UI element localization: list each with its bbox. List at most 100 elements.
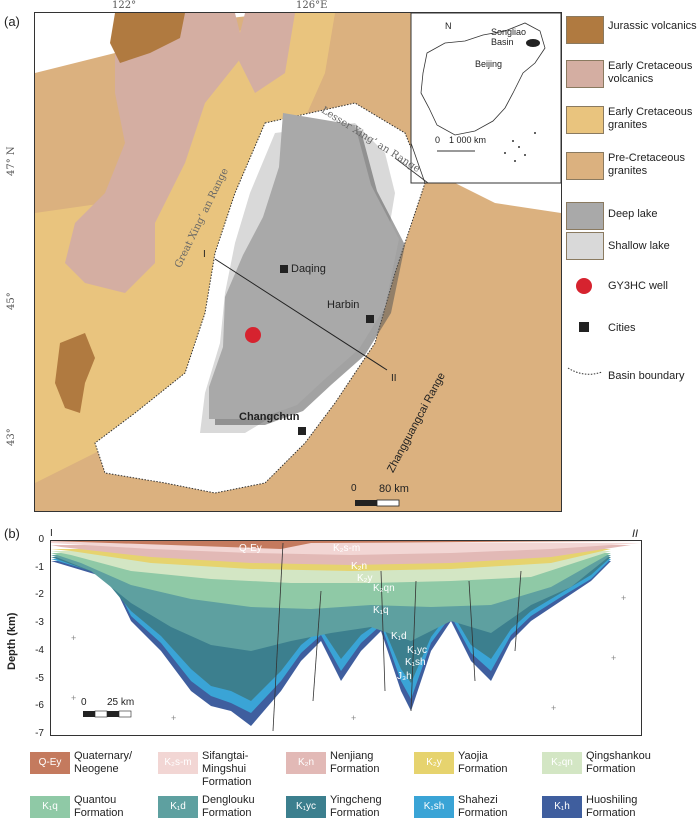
layer-quaternary <box>51 541 641 549</box>
legend-swatch <box>566 106 604 134</box>
black-square-icon <box>579 322 589 332</box>
inset-scale-zero: 0 <box>435 135 441 145</box>
depth-tick-label: -6 <box>35 700 44 712</box>
geologic-map: N Songliao Basin Beijing 0 1 000 km Less… <box>34 12 562 512</box>
inset-connector-1 <box>410 142 426 184</box>
svg-text:+: + <box>171 713 176 723</box>
changchun-city-marker <box>298 427 306 435</box>
cross-section-svg: + + + + + + + <box>51 541 641 732</box>
early-cretaceous-volcanics-area-2 <box>235 13 295 93</box>
legend-label: Basin boundary <box>608 370 685 382</box>
formation-label: Sifangtai-Mingshui Formation <box>202 750 252 788</box>
svg-text:+: + <box>611 653 616 663</box>
legend-item-ec-volcanics: Early Cretaceous volcanics <box>566 56 700 96</box>
formation-label: Shahezi Formation <box>458 794 508 819</box>
map-svg <box>35 13 561 511</box>
legend-swatch <box>566 16 604 44</box>
depth-tick-label: -7 <box>35 727 44 739</box>
map-scale-km: 80 km <box>379 483 409 495</box>
legend-label: Early Cretaceous granites <box>608 106 693 131</box>
formation-label: Huoshiling Formation <box>586 794 638 819</box>
inset-beijing-label: Beijing <box>475 59 503 69</box>
unit-label-q-ey: Q-Ey <box>239 543 262 554</box>
legend-item-basin-boundary: Basin boundary <box>566 362 700 392</box>
section-line <box>214 258 388 371</box>
unit-label-k1yc: K₁yc <box>407 645 428 656</box>
legend-item-cities: Cities <box>566 318 700 348</box>
depth-axis-label: Depth (km) <box>6 612 18 670</box>
legend-item-ec-granites: Early Cretaceous granites <box>566 102 700 142</box>
section-end-ii: II <box>632 528 639 540</box>
daqing-label: Daqing <box>291 263 326 275</box>
inset-north-label: N <box>445 21 452 31</box>
unit-label-k1q: K₁q <box>373 605 389 616</box>
formation-swatch: Q-Ey <box>30 752 70 774</box>
daqing-city-marker <box>280 265 288 273</box>
formation-swatch: K₂n <box>286 752 326 774</box>
legend-item-shallow-lake: Shallow lake <box>566 232 700 272</box>
formation-label: Yingcheng Formation <box>330 794 382 819</box>
legend-label: Jurassic volcanics <box>608 20 697 32</box>
depth-tick-label: -5 <box>35 672 44 684</box>
formation-swatch: K₁yc <box>286 796 326 818</box>
formation-label: Nenjiang Formation <box>330 750 380 775</box>
formation-swatch: K₂qn <box>542 752 582 774</box>
formation-swatch: K₂y <box>414 752 454 774</box>
legend-item-pre-cretaceous-granites: Pre-Cretaceous granites <box>566 148 700 188</box>
legend-item-deep-lake: Deep lake <box>566 194 700 234</box>
map-scale-zero: 0 <box>351 483 357 494</box>
legend-label: Cities <box>608 322 636 334</box>
svg-text:+: + <box>71 633 76 643</box>
inset-connector-2 <box>394 157 429 184</box>
deep-lake-area <box>209 113 399 419</box>
unit-label-k1d: K₁d <box>391 631 407 642</box>
faults <box>272 542 522 732</box>
section-point-ii: II <box>391 373 397 384</box>
unit-label-k2qn: K₂qn <box>373 583 395 594</box>
section-scale-zero: 0 <box>81 697 87 708</box>
section-end-i: I <box>50 528 53 539</box>
legend-label: Deep lake <box>608 208 658 220</box>
section-scale-km: 25 km <box>107 697 135 708</box>
changchun-label: Changchun <box>239 411 300 423</box>
depth-tick-label: -4 <box>35 644 44 656</box>
map-scale-bar-white <box>376 499 400 507</box>
svg-text:+: + <box>71 693 76 703</box>
section-scale-black-2 <box>107 711 119 717</box>
latitude-label-47: 47° N <box>6 146 17 176</box>
panel-a-label: (a) <box>4 14 20 29</box>
formation-label: Denglouku Formation <box>202 794 255 819</box>
unit-label-j3h: J₃h <box>397 671 412 682</box>
formation-label: Quantou Formation <box>74 794 124 819</box>
legend-item-jurassic-volcanics: Jurassic volcanics <box>566 12 700 52</box>
section-scale-white-1 <box>94 710 108 718</box>
unit-label-k2n: K₂n <box>351 561 368 572</box>
legend-swatch <box>566 202 604 230</box>
legend-label: Early Cretaceous volcanics <box>608 60 693 85</box>
dotted-line-icon <box>567 367 603 375</box>
jurassic-volcanics-area-2 <box>55 333 95 413</box>
red-circle-icon <box>576 278 592 294</box>
map-scale-bar-black <box>355 500 377 506</box>
unit-label-k2sm: K₂s-m <box>333 543 361 554</box>
formation-label: Qingshankou Formation <box>586 750 651 775</box>
svg-text:+: + <box>551 703 556 713</box>
jurassic-volcanics-area <box>110 13 185 63</box>
early-cretaceous-granites-area <box>35 13 335 483</box>
depth-tick-label: 0 <box>38 534 44 545</box>
songliao-basin-shape <box>526 39 540 47</box>
gy3hc-well-marker <box>245 327 261 343</box>
formation-swatch: K₁h <box>542 796 582 818</box>
harbin-city-marker <box>366 315 374 323</box>
inset-islands <box>504 132 536 162</box>
longitude-label-126: 126°E <box>296 0 328 11</box>
harbin-label: Harbin <box>327 299 360 311</box>
legend-item-gy3hc-well: GY3HC well <box>566 276 700 306</box>
depth-tick-label: -2 <box>35 589 44 601</box>
legend-swatch <box>566 232 604 260</box>
legend-swatch <box>566 152 604 180</box>
section-scale-black-1 <box>83 711 95 717</box>
inset-scale-km: 1 000 km <box>449 135 487 145</box>
legend-label: GY3HC well <box>608 280 668 292</box>
unit-label-k1sh: K₁sh <box>405 657 426 668</box>
